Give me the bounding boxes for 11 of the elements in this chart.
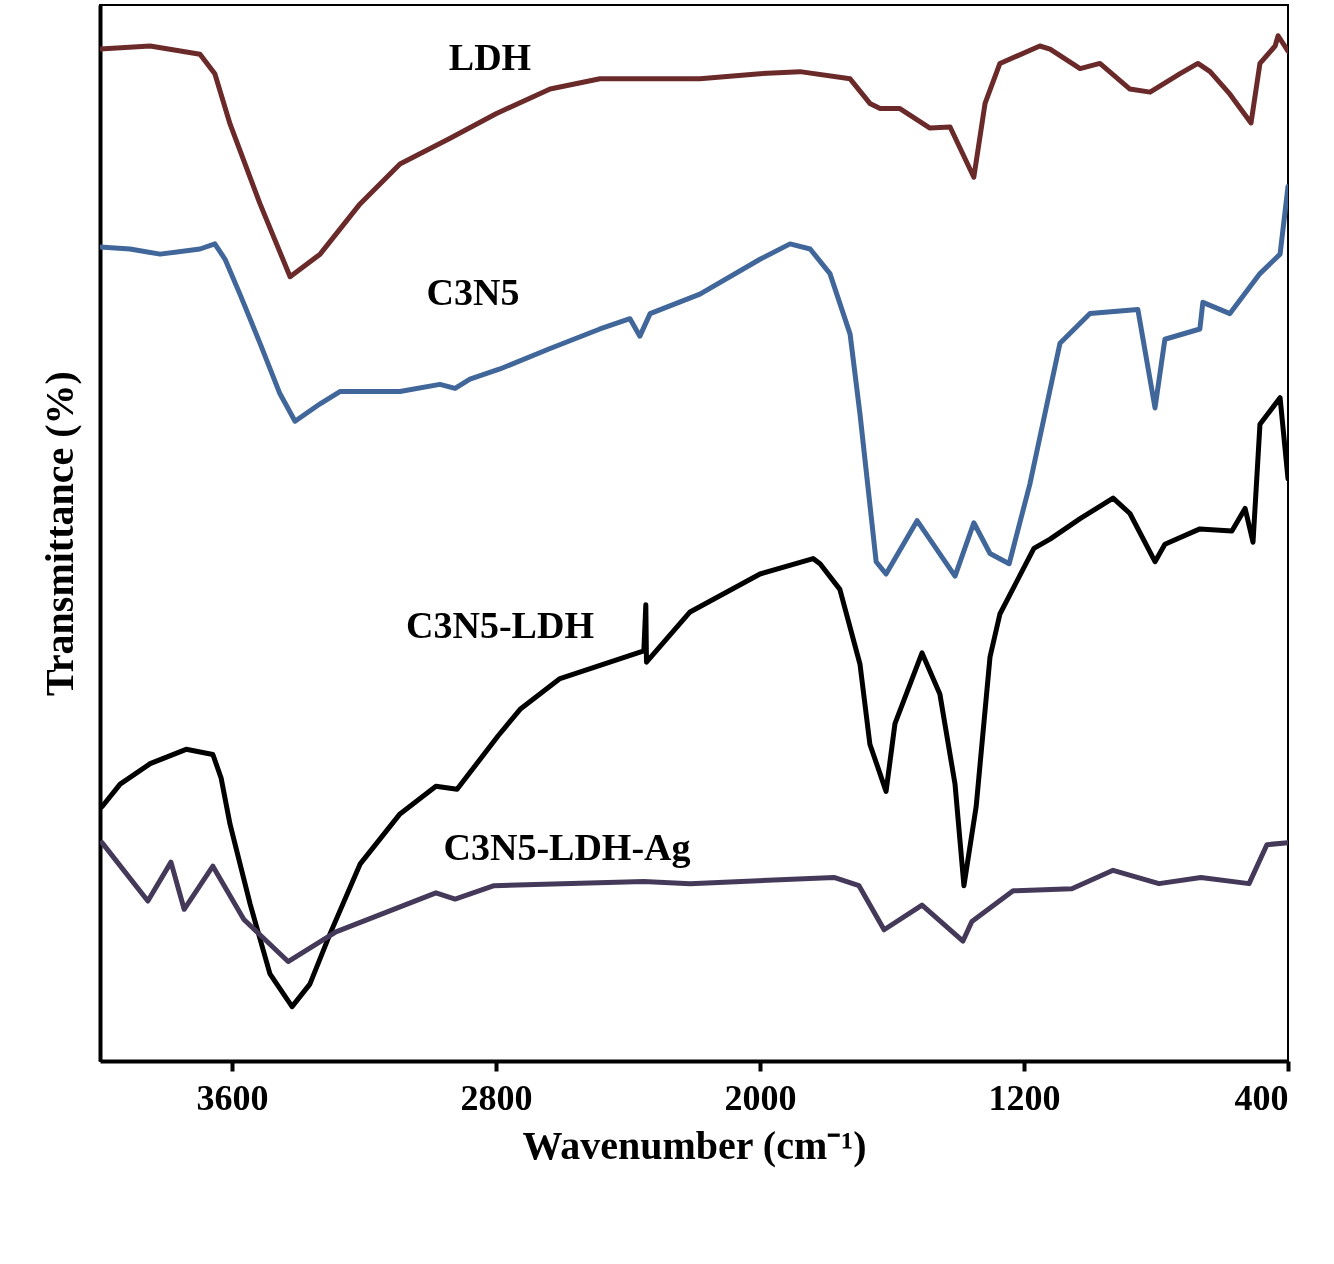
series-label: LDH: [448, 36, 532, 78]
x-axis-title: Wavenumber (cm⁻¹): [522, 1122, 867, 1168]
series-label: C3N5: [426, 271, 520, 313]
series-label: C3N5-LDH-Ag: [443, 826, 691, 868]
x-tick-label: 400: [1234, 1077, 1289, 1118]
x-tick-label: 2800: [460, 1077, 533, 1118]
series-label: C3N5-LDH: [406, 604, 594, 646]
x-tick-label: 2000: [724, 1077, 797, 1118]
y-axis-title: Transmittance (%): [36, 371, 82, 696]
x-tick-label: 3600: [196, 1077, 269, 1118]
x-tick-label: 1200: [988, 1077, 1061, 1118]
